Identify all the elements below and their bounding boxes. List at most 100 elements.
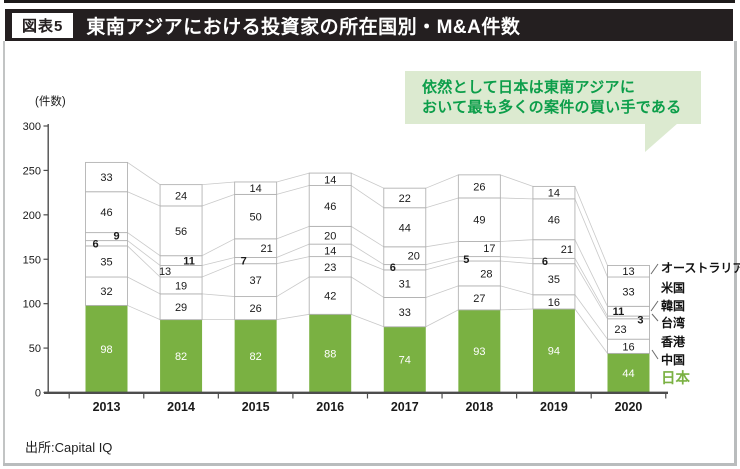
bar-segment-米国-2018 (457, 197, 501, 242)
data-label-中国-2017: 33 (399, 307, 411, 319)
data-label-中国-2016: 42 (324, 291, 336, 303)
y-axis-unit-label: (件数) (35, 94, 66, 108)
data-label-韓国-2016: 20 (324, 230, 336, 242)
data-label-日本-2018: 93 (473, 346, 485, 358)
data-label-香港-2020: 23 (614, 324, 626, 336)
data-label-米国-2017: 44 (399, 222, 411, 234)
data-label-日本-2013: 98 (100, 344, 112, 356)
data-label-オーストラリア-2014: 24 (175, 190, 187, 202)
bar-segment-オーストラリア-2020 (607, 265, 650, 278)
data-label-オーストラリア-2019: 14 (548, 188, 560, 200)
data-label-日本-2015: 82 (250, 351, 262, 363)
x-tick-label-2018: 2018 (465, 400, 493, 414)
figure-title: 東南アジアにおける投資家の所在国別・M&A件数 (86, 16, 521, 38)
legend-日本: 日本 (661, 369, 690, 387)
data-label-オーストラリア-2016: 14 (324, 174, 336, 186)
series-connector-line (425, 241, 459, 248)
data-label-日本-2019: 94 (548, 346, 560, 358)
bar-segment-韓国-2014 (159, 255, 203, 266)
series-connector-line (350, 243, 384, 265)
bar-segment-米国-2014 (159, 205, 203, 257)
bar-segment-米国-2013 (85, 191, 128, 234)
data-label-台湾-2019: 6 (542, 256, 548, 268)
bar-segment-オーストラリア-2018 (457, 174, 501, 199)
series-connector-line (276, 243, 310, 258)
data-label-香港-2015: 37 (250, 275, 262, 287)
bar-segment-日本-2014 (160, 319, 203, 393)
series-connector-line (500, 260, 533, 265)
series-connector-line (500, 308, 533, 311)
series-connector-line (127, 245, 161, 278)
data-label-オーストラリア-2017: 22 (399, 193, 411, 205)
series-connector-line (574, 186, 608, 266)
data-label-オーストラリア-2020: 13 (622, 266, 634, 278)
data-label-韓国-2020: 11 (613, 306, 625, 318)
data-label-香港-2017: 31 (399, 279, 411, 291)
data-label-台湾-2015: 7 (241, 256, 247, 268)
data-label-米国-2020: 33 (622, 287, 634, 299)
series-connector-line (574, 239, 608, 307)
legend-leader-line (650, 263, 659, 275)
series-connector-line (500, 239, 533, 242)
data-label-台湾-2013: 6 (92, 238, 98, 250)
y-tick-label-250: 250 (23, 165, 41, 177)
x-tick-label-2013: 2013 (93, 400, 121, 414)
bar-segment-台湾-2019 (532, 257, 576, 265)
series-connector-line (276, 172, 310, 183)
series-connector-line (574, 198, 608, 278)
series-connector-line (201, 257, 235, 266)
legend-leader-line (651, 313, 659, 322)
bar-segment-日本-2016 (309, 314, 352, 393)
data-label-米国-2013: 46 (100, 207, 112, 219)
series-connector-line (500, 256, 533, 259)
data-label-香港-2016: 23 (324, 262, 336, 274)
data-label-日本-2016: 88 (324, 348, 336, 360)
series-connector-line (350, 185, 385, 209)
series-connector-line (350, 276, 384, 298)
bar-segment-中国-2017 (383, 296, 427, 328)
series-connector-line (276, 185, 310, 195)
data-label-米国-2015: 50 (250, 212, 262, 224)
border-bottom (3, 463, 737, 466)
bar-segment-香港-2017 (383, 269, 427, 298)
bar-segment-オーストラリア-2014 (159, 184, 203, 207)
series-connector-line (574, 258, 608, 317)
x-tick-label-2015: 2015 (242, 400, 270, 414)
y-tick-label-0: 0 (35, 388, 41, 400)
bar-segment-オーストラリア-2017 (383, 187, 427, 209)
series-connector-line (127, 305, 161, 321)
x-tick-label-2014: 2014 (167, 400, 195, 414)
legend-香港: 香港 (660, 334, 686, 349)
bar-segment-オーストラリア-2013 (85, 161, 128, 193)
x-tick-label-2017: 2017 (391, 400, 419, 414)
data-label-台湾-2016: 14 (324, 245, 336, 257)
data-label-米国-2019: 46 (548, 214, 560, 226)
data-label-米国-2018: 49 (473, 215, 485, 227)
legend-leader-line (651, 349, 659, 360)
series-connector-line (276, 276, 310, 297)
series-connector-line (425, 309, 459, 328)
border-right (734, 41, 737, 466)
title-bar: 図表5 東南アジアにおける投資家の所在国別・M&A件数 (5, 9, 733, 41)
series-connector-line (201, 238, 235, 257)
series-connector-line (276, 313, 310, 321)
data-label-台湾-2020: 3 (637, 314, 643, 326)
series-connector-line (276, 226, 310, 240)
bar-segment-米国-2016 (308, 185, 352, 227)
bar-segment-日本-2015 (234, 319, 277, 393)
series-connector-line (351, 313, 384, 328)
legend-韓国: 韓国 (661, 298, 685, 313)
data-label-中国-2018: 27 (473, 293, 485, 305)
bar-segment-香港-2019 (532, 263, 576, 296)
data-label-中国-2014: 29 (175, 302, 187, 314)
data-label-韓国-2019: 21 (561, 244, 573, 256)
source-note: 出所:Capital IQ (25, 440, 113, 455)
series-connector-line (201, 194, 235, 207)
data-label-香港-2013: 35 (100, 256, 112, 268)
series-connector-line (276, 256, 310, 265)
y-tick-label-100: 100 (23, 299, 41, 311)
data-label-台湾-2018: 5 (463, 254, 469, 266)
x-tick-label-2016: 2016 (316, 400, 344, 414)
data-label-オーストラリア-2018: 26 (473, 181, 485, 193)
